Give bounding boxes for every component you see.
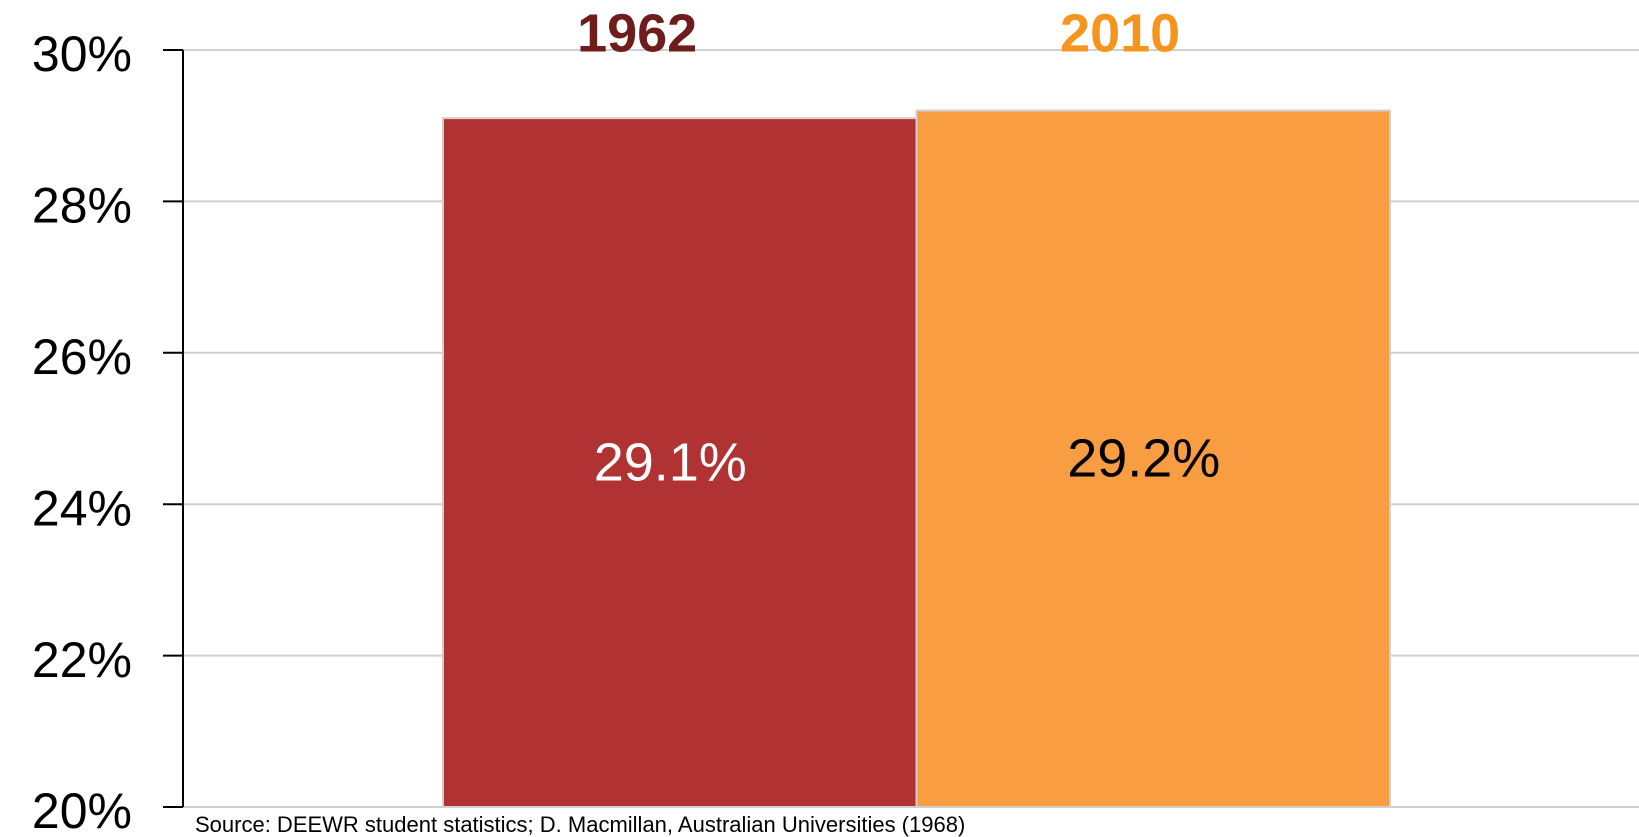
y-tick-label: 30% bbox=[32, 26, 132, 82]
category-label: 1962 bbox=[577, 3, 697, 63]
bar bbox=[915, 109, 1391, 808]
category-label: 2010 bbox=[1060, 3, 1180, 63]
y-tick-label: 22% bbox=[32, 632, 132, 688]
y-tick-label: 26% bbox=[32, 329, 132, 385]
source-note: Source: DEEWR student statistics; D. Mac… bbox=[195, 812, 965, 837]
y-tick-label: 20% bbox=[32, 783, 132, 837]
y-tick-label: 24% bbox=[32, 480, 132, 536]
value-label: 29.2% bbox=[1067, 428, 1220, 488]
value-label: 29.1% bbox=[594, 432, 747, 492]
bar bbox=[442, 117, 918, 808]
y-tick-label: 28% bbox=[32, 178, 132, 234]
